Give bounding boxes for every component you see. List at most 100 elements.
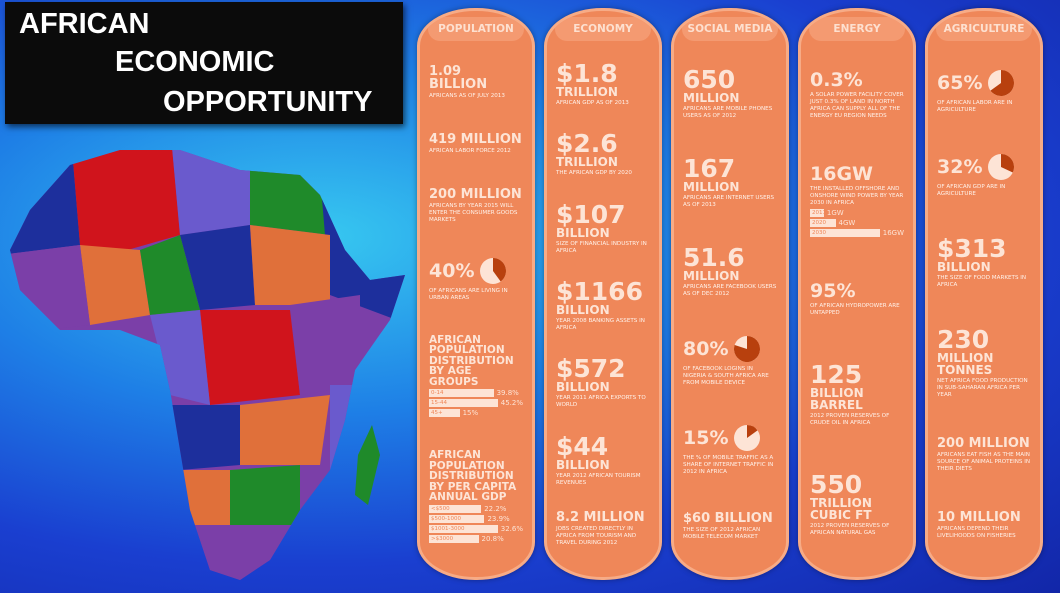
stat-row: AFRICAN POPULATION DISTRIBUTION BY AGE G…: [429, 335, 523, 388]
stat-value: 10 MILLION: [937, 509, 1021, 525]
stat: $2.6 TRILLION THE AFRICAN GDP BY 2020: [556, 131, 650, 177]
stat-value: 16GW: [810, 163, 873, 186]
stat-value: AFRICAN POPULATION DISTRIBUTION BY AGE G…: [429, 333, 514, 388]
bar: $1001-3000: [429, 524, 498, 533]
stat-caption: AFRICANS DEPEND THEIR LIVELIHOODS ON FIS…: [937, 525, 1016, 539]
items: 65% OF AFRICAN LABOR ARE IN AGRICULTURE 32…: [928, 45, 1040, 577]
stat-row: 167: [683, 156, 777, 181]
stat-value: 80%: [683, 337, 729, 360]
stat-row: 65%: [937, 68, 1031, 98]
stat: $107 BILLION SIZE OF FINANCIAL INDUSTRY IN…: [556, 202, 650, 255]
items: 1.09 BILLION AFRICANS AS OF JULY 2013 419 …: [420, 45, 532, 577]
madagascar: [355, 425, 380, 505]
stat-caption: THE INSTALLED OFFSHORE AND ONSHORE WIND …: [810, 186, 904, 207]
stat-caption: SIZE OF FINANCIAL INDUSTRY IN AFRICA: [556, 240, 647, 254]
bar: $500-1000: [429, 514, 485, 523]
pie: [480, 258, 507, 285]
stat-caption: OF AFRICANS ARE LIVING IN URBAN AREAS: [429, 288, 508, 302]
stat: 125 BILLION BARREL 2012 PROVEN RESERVES OF…: [810, 362, 904, 427]
stat-row: 419 MILLION: [429, 133, 523, 146]
stat-caption: YEAR 2008 BANKING ASSETS IN AFRICA: [556, 318, 645, 332]
stat-row: $107: [556, 202, 650, 227]
pie-slice: [493, 258, 507, 282]
bar-row: $500-1000 23.9%: [429, 514, 523, 523]
bar: 2020: [810, 219, 836, 228]
bar-row: 15-44 45.2%: [429, 399, 523, 408]
stat-row: 0.3%: [810, 71, 904, 90]
stat-row: $2.6: [556, 131, 650, 156]
stat-caption: OF AFRICAN LABOR ARE IN AGRICULTURE: [937, 100, 1013, 113]
stat: 32% OF AFRICAN GDP ARE IN AGRICULTURE: [937, 152, 1031, 198]
stat-row: 10 MILLION: [937, 511, 1031, 524]
stat: 95% OF AFRICAN HYDROPOWER ARE UNTAPPED: [810, 281, 904, 317]
stat: 200 MILLION AFRICANS EAT FISH AS THE MAIN…: [937, 437, 1031, 473]
stat-row: 32%: [937, 152, 1031, 182]
stat-row: 95%: [810, 281, 904, 301]
countries: [10, 150, 405, 580]
stat: 51.6 MILLION AFRICANS ARE FACEBOOK USERS A…: [683, 245, 777, 298]
title-box: AFRICAN ECONOMIC OPPORTUNITY: [5, 2, 403, 124]
stat-row: 125: [810, 362, 904, 387]
stat-caption: 2012 PROVEN RESERVES OF CRUDE OIL IN AFR…: [810, 412, 890, 426]
stat-value: $44: [556, 431, 609, 461]
stat-unit: BILLION: [556, 380, 610, 395]
stat-value: $60 BILLION: [683, 510, 773, 526]
stat-value: AFRICAN POPULATION DISTRIBUTION BY PER C…: [429, 449, 517, 504]
stat-unit: BILLION: [556, 225, 610, 240]
pie-slice: [1001, 154, 1015, 173]
stat-value: 40%: [429, 259, 475, 282]
stat-caption: A SOLAR POWER FACILITY COVER JUST 0.3% O…: [810, 92, 904, 120]
stat: $60 BILLION THE SIZE OF 2012 AFRICAN MOBI…: [683, 512, 777, 541]
stat-row: 40%: [429, 256, 523, 286]
stat: AFRICAN POPULATION DISTRIBUTION BY AGE G…: [429, 335, 523, 418]
stat-caption: AFRICANS AS OF JULY 2013: [429, 93, 505, 100]
bar-row: 20111GW: [810, 209, 904, 218]
stat-row: 80%: [683, 334, 777, 364]
pie: [734, 425, 761, 451]
stat-value: 419 MILLION: [429, 131, 522, 147]
bar-value-label: 1GW: [826, 209, 844, 218]
bar: 15-44: [429, 399, 498, 408]
stat-unit: BILLION: [937, 260, 991, 275]
stat: 10 MILLION AFRICANS DEPEND THEIR LIVELIHO…: [937, 511, 1031, 540]
stat: 650 MILLION AFRICANS ARE MOBILE PHONES USE…: [683, 67, 777, 120]
bar-row: 2030 16GW: [810, 229, 904, 238]
bar-value-label: 4GW: [838, 219, 856, 228]
pie-slice: [734, 336, 761, 363]
title-line: OPPORTUNITY: [163, 86, 373, 118]
stat-row: $44: [556, 434, 650, 459]
stat-row: 200 MILLION: [429, 188, 523, 201]
stat: 419 MILLION AFRICAN LABOR FORCE 2012: [429, 133, 523, 155]
column: POPULATION 1.09 BILLION AFRICANS AS OF JUL…: [417, 8, 535, 580]
bar-value-label: 23.9%: [487, 514, 510, 523]
bar: 2030: [810, 229, 880, 238]
column-heading: ECONOMY: [555, 17, 651, 41]
stat-row: $1.8: [556, 61, 650, 86]
stat-value: 125: [810, 359, 863, 389]
stat-unit: BILLION: [556, 457, 610, 472]
stat-caption: 2012 PROVEN RESERVES OF AFRICAN NATURAL …: [810, 522, 890, 536]
bar: 2011: [810, 209, 824, 218]
stat-row: $60 BILLION: [683, 512, 777, 525]
stat: 200 MILLION AFRICANS BY YEAR 2015 WILL EN…: [429, 188, 523, 224]
pie: [988, 70, 1015, 97]
stat-caption: AFRICANS ARE FACEBOOK USERS AS OF DEC 20…: [683, 284, 777, 297]
pie-slice: [747, 425, 759, 438]
bar-row: <$500 22.2%: [429, 504, 523, 513]
bar: <$500: [429, 504, 482, 513]
bar-row: 45+ 15%: [429, 409, 523, 418]
stat-caption: OF AFRICAN GDP ARE IN AGRICULTURE: [937, 184, 1006, 197]
stat-row: 15%: [683, 423, 777, 453]
stat-row: 1.09 BILLION: [429, 65, 523, 91]
stat-row: AFRICAN POPULATION DISTRIBUTION BY PER C…: [429, 450, 523, 503]
bar: >$3000: [429, 534, 479, 543]
stat: 167 MILLION AFRICANS ARE INTERNET USERS AS…: [683, 156, 777, 209]
bar-value-label: 15%: [462, 409, 479, 418]
pie-slice: [990, 70, 1015, 97]
stat-value: 8.2 MILLION: [556, 509, 645, 525]
stat-caption: AFRICAN LABOR FORCE 2012: [429, 147, 511, 154]
bar: 0-14: [429, 389, 494, 398]
bar-row: 0-14 39.8%: [429, 389, 523, 398]
stat-row: 650: [683, 67, 777, 92]
